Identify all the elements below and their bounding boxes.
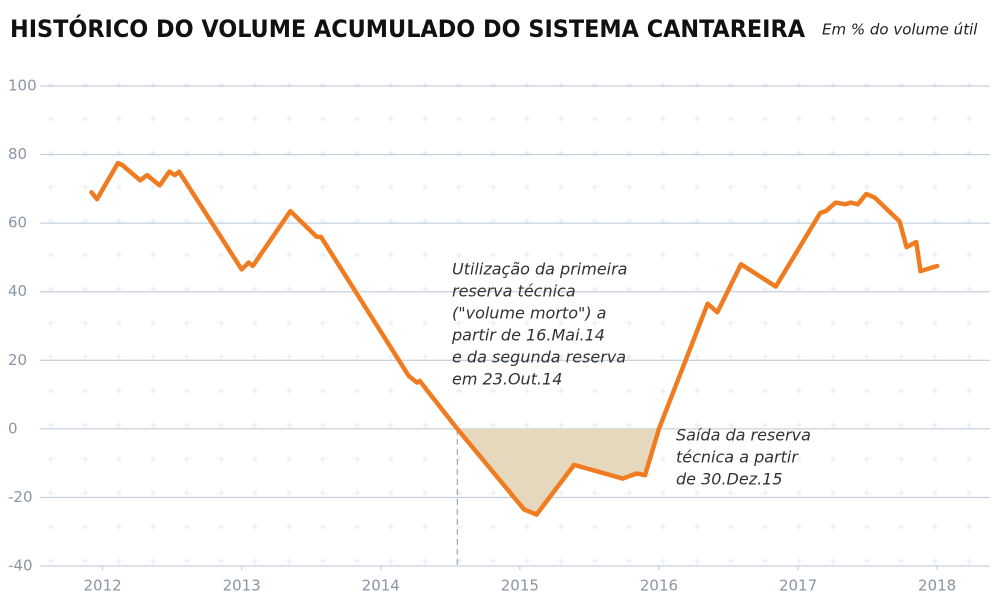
y-tick-label: 60: [8, 214, 27, 232]
annotation-text: ("volume morto") a: [452, 304, 606, 323]
chart-title: HISTÓRICO DO VOLUME ACUMULADO DO SISTEMA…: [10, 13, 805, 43]
y-tick-label: 100: [8, 77, 37, 95]
annotation-text: partir de 16.Mai.14: [451, 326, 605, 345]
y-tick-label: 0: [8, 419, 18, 437]
y-tick-label: -40: [8, 557, 33, 575]
y-tick-label: -20: [8, 488, 33, 506]
x-tick-label: 2018: [918, 577, 956, 595]
x-tick-label: 2014: [362, 577, 400, 595]
chart-subtitle: Em % do volume útil: [822, 21, 978, 39]
annotation-text: reserva técnica: [452, 282, 576, 301]
x-tick-label: 2016: [640, 577, 678, 595]
annotation-text: de 30.Dez.15: [676, 470, 783, 489]
annotation-text: técnica a partir: [676, 448, 799, 467]
annotation-text: Saída da reserva: [676, 426, 811, 445]
y-tick-label: 40: [8, 282, 27, 300]
y-tick-label: 20: [8, 351, 27, 369]
y-tick-label: 80: [8, 145, 27, 163]
annotation-text: em 23.Out.14: [452, 370, 562, 389]
x-tick-label: 2013: [223, 577, 261, 595]
annotation-text: Utilização da primeira: [452, 260, 627, 279]
negative-area: [457, 428, 659, 515]
x-tick-label: 2017: [779, 577, 817, 595]
line: [89, 160, 940, 517]
annotation-text: e da segunda reserva: [452, 348, 626, 367]
x-tick-label: 2015: [501, 577, 539, 595]
x-tick-label: 2012: [83, 577, 121, 595]
